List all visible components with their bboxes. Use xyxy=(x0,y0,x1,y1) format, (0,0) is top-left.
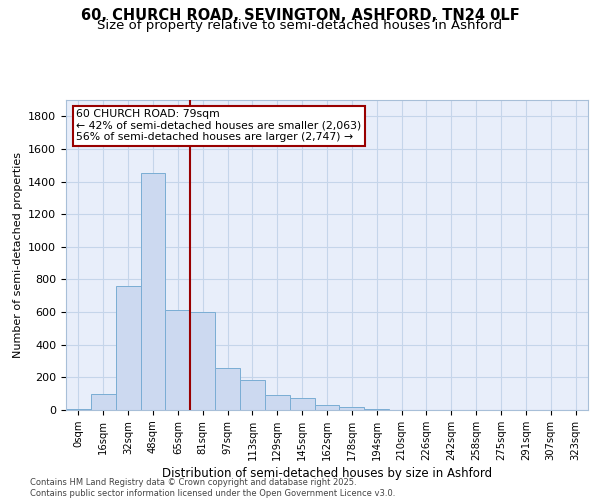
Bar xyxy=(215,368,240,410)
Text: 60 CHURCH ROAD: 79sqm
← 42% of semi-detached houses are smaller (2,063)
56% of s: 60 CHURCH ROAD: 79sqm ← 42% of semi-deta… xyxy=(76,110,362,142)
Bar xyxy=(166,310,190,410)
Text: Size of property relative to semi-detached houses in Ashford: Size of property relative to semi-detach… xyxy=(97,18,503,32)
Bar xyxy=(240,380,265,410)
Bar xyxy=(265,396,290,410)
Bar xyxy=(364,409,389,410)
X-axis label: Distribution of semi-detached houses by size in Ashford: Distribution of semi-detached houses by … xyxy=(162,467,492,480)
Y-axis label: Number of semi-detached properties: Number of semi-detached properties xyxy=(13,152,23,358)
Bar xyxy=(116,286,140,410)
Bar xyxy=(290,398,314,410)
Text: 60, CHURCH ROAD, SEVINGTON, ASHFORD, TN24 0LF: 60, CHURCH ROAD, SEVINGTON, ASHFORD, TN2… xyxy=(80,8,520,22)
Bar xyxy=(190,312,215,410)
Bar xyxy=(340,406,364,410)
Bar xyxy=(140,174,166,410)
Bar xyxy=(314,405,340,410)
Text: Contains HM Land Registry data © Crown copyright and database right 2025.
Contai: Contains HM Land Registry data © Crown c… xyxy=(30,478,395,498)
Bar xyxy=(91,394,116,410)
Bar xyxy=(66,409,91,410)
